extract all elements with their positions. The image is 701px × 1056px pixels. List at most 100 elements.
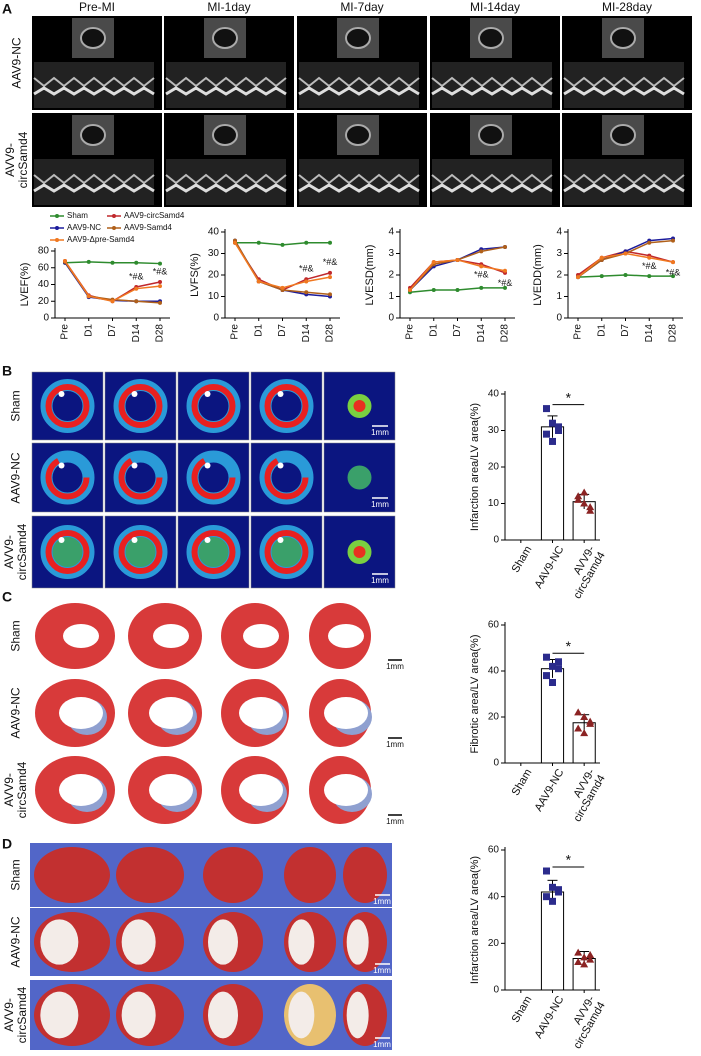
data-point — [304, 279, 309, 284]
echo-mmode — [299, 159, 419, 205]
spect-ring — [45, 530, 90, 574]
legend-marker — [112, 226, 116, 230]
data-point — [158, 279, 162, 284]
echo-wave — [298, 86, 420, 96]
data-point — [580, 713, 589, 720]
annotation: *#& — [323, 257, 338, 267]
panel-label: A — [2, 1, 12, 17]
echo-mmode — [166, 159, 286, 205]
column-title: MI-1day — [207, 0, 250, 14]
echo-wave — [33, 76, 155, 88]
data-point — [647, 240, 652, 245]
data-point — [86, 294, 91, 299]
y-tick-label: 40 — [208, 227, 220, 238]
x-tick-label: D1 — [253, 324, 264, 337]
spect-ring — [264, 455, 309, 500]
column-title: MI-28day — [602, 0, 652, 14]
x-tick-label: D14 — [644, 324, 655, 343]
row-label: AAV9-NC — [8, 916, 23, 968]
row-label: Sham — [8, 859, 23, 891]
x-tick-label: D28 — [668, 324, 679, 343]
data-point — [543, 867, 550, 875]
echo-wave — [563, 183, 685, 193]
echo-wave — [563, 76, 685, 88]
lumen — [324, 697, 368, 729]
lumen — [149, 774, 193, 806]
data-point — [549, 419, 556, 427]
data-point — [586, 955, 595, 963]
data-point — [328, 270, 332, 275]
data-point — [671, 238, 675, 243]
ttc-slice — [343, 847, 387, 903]
y-tick-label: 0 — [493, 985, 499, 996]
significance-label: * — [566, 389, 572, 405]
x-tick-label: D14 — [131, 324, 142, 343]
y-tick-label: 1 — [556, 291, 562, 302]
y-tick-label: 3 — [388, 248, 394, 259]
y-tick-label: 2 — [388, 270, 394, 281]
echo-ventricle — [345, 27, 371, 49]
spect-hot — [204, 391, 211, 397]
legend-label: AAV9-Δpre-Samd4 — [67, 235, 135, 244]
data-point — [574, 492, 583, 500]
column-title: MI-7day — [340, 0, 383, 14]
scale-bar-label: 1mm — [373, 897, 391, 906]
legend-marker — [55, 238, 59, 242]
y-tick-label: 4 — [388, 227, 394, 238]
spect-ring — [118, 384, 163, 428]
y-axis-label: LVEDD(mm) — [532, 244, 544, 306]
data-point — [599, 274, 604, 279]
data-point — [586, 503, 595, 511]
column-title: Pre-MI — [79, 0, 115, 14]
scale-bar-label: 1mm — [371, 576, 389, 585]
ttc-infarct — [40, 919, 79, 965]
data-point — [555, 665, 562, 673]
scale-bar-label: 1mm — [386, 817, 404, 826]
echo-wave — [298, 76, 420, 88]
data-point — [479, 285, 484, 290]
lumen — [63, 624, 99, 648]
ttc-infarct — [40, 991, 79, 1039]
echo-mmode — [432, 62, 552, 108]
data-point — [549, 437, 556, 445]
data-point — [134, 286, 139, 291]
x-tick-label: D14 — [301, 324, 312, 343]
data-point — [408, 288, 412, 293]
spect-hot — [58, 391, 65, 397]
spect-ring — [264, 384, 309, 428]
lumen — [153, 624, 189, 648]
echo-wave — [33, 173, 155, 185]
x-tick-label: Pre — [573, 324, 584, 340]
spect-core — [353, 400, 366, 412]
data-point — [431, 288, 436, 293]
data-point — [110, 299, 115, 304]
echo-mmode — [432, 159, 552, 205]
data-point — [328, 240, 332, 245]
echo-wave — [431, 183, 553, 193]
spect-ring — [191, 384, 236, 428]
data-point — [623, 273, 628, 277]
data-point — [158, 261, 162, 266]
data-point — [479, 264, 484, 269]
spect-core — [353, 546, 366, 558]
legend-marker — [112, 214, 116, 218]
data-point — [543, 405, 550, 413]
x-tick-label: D1 — [596, 324, 607, 337]
lumen — [239, 774, 283, 806]
annotation: *#& — [129, 271, 144, 281]
data-point — [671, 260, 675, 265]
annotation: *#& — [299, 264, 314, 274]
y-axis-label: LVESD(mm) — [364, 245, 376, 306]
data-point — [134, 260, 139, 265]
panel-label: C — [2, 589, 12, 605]
row-label: AVV9- circSamd4 — [3, 131, 30, 189]
y-tick-label: 20 — [488, 462, 500, 473]
y-tick-label: 0 — [43, 313, 49, 324]
data-point — [576, 275, 580, 280]
y-tick-label: 20 — [488, 712, 500, 723]
data-point — [671, 274, 675, 279]
y-tick-label: 0 — [388, 313, 394, 324]
data-point — [574, 724, 583, 732]
scale-bar-label: 1mm — [386, 662, 404, 671]
